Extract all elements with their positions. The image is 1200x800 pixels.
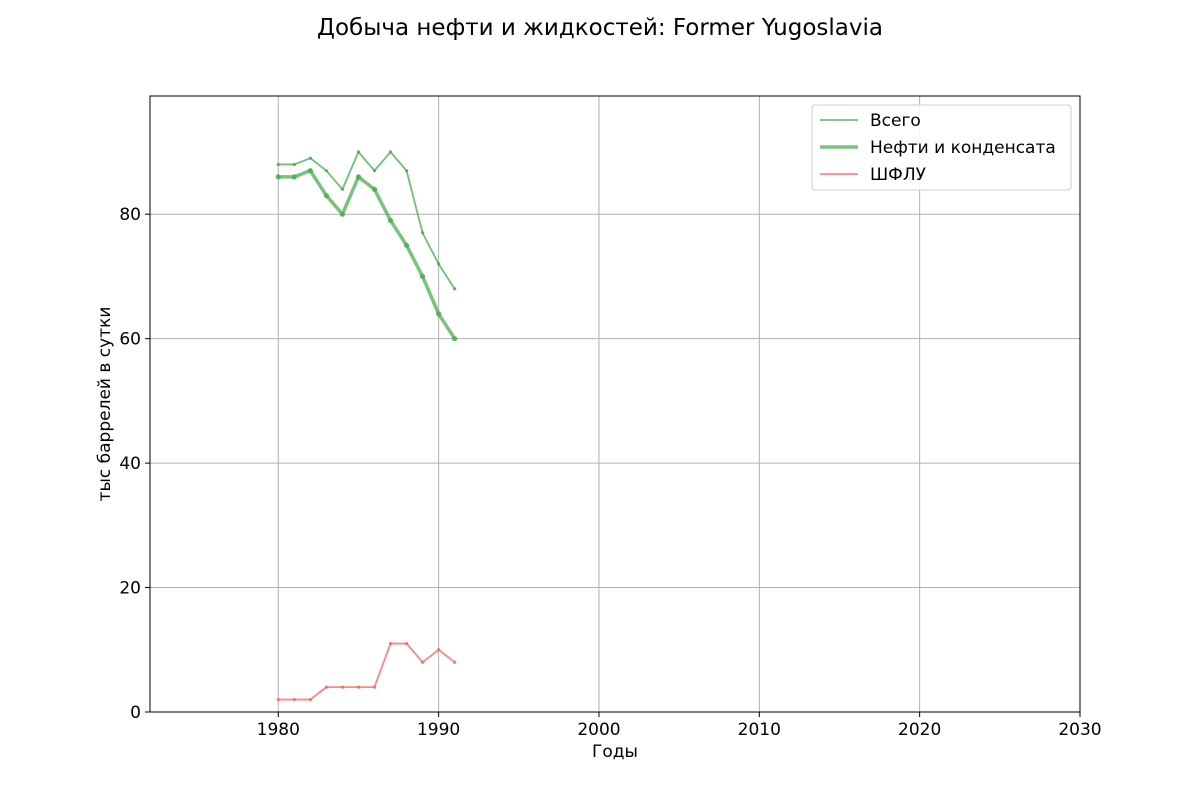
data-point [307,168,313,174]
legend-frame [811,104,1072,191]
data-point [355,174,362,180]
data-point [275,174,281,180]
data-point [356,685,361,689]
y-tick-label: 80 [119,205,141,225]
series-1 [276,150,457,291]
data-point [453,287,457,291]
data-point [339,211,346,217]
series-line [278,642,456,701]
legend-entry: Нефти и конденсата [870,138,1056,158]
data-point [388,641,393,646]
data-point [371,186,378,192]
data-point [420,231,425,235]
data-point [324,685,328,689]
x-tick-label: 1980 [257,720,300,740]
y-tick-label: 20 [119,579,141,599]
y-tick-label: 40 [119,454,141,474]
data-point [356,150,361,154]
data-point [404,169,409,173]
data-point [387,217,394,224]
data-point [436,311,442,317]
x-tick-label: 2020 [898,720,941,740]
data-point [276,697,280,702]
data-point [403,242,410,248]
chart-title: Добыча нефти и жидкостей: Former Yugosla… [317,15,883,41]
data-point [308,156,312,160]
y-axis-label: тыс баррелей в сутки [95,307,115,502]
data-point [419,273,426,280]
data-point [324,169,328,173]
y-tick-label: 60 [119,330,141,350]
series-2 [275,168,458,342]
series-line [278,168,457,340]
data-point [308,697,312,702]
data-point [420,660,425,664]
series-line [278,151,456,290]
data-point [292,162,296,167]
x-axis-label: Годы [592,742,638,762]
series-3 [276,641,457,702]
x-axis: 1980 1990 2000 2010 2020 2030 [257,712,1102,740]
data-point [404,641,409,646]
x-tick-label: 2010 [738,720,781,740]
data-point [323,192,329,199]
series-group [275,150,458,702]
data-point [437,262,441,266]
x-tick-label: 1990 [417,720,460,740]
data-point [340,187,345,191]
data-point [276,162,280,167]
x-tick-label: 2000 [577,720,620,740]
data-point [388,150,393,154]
data-point [372,169,377,173]
data-point [437,648,441,652]
legend-entry: Всего [870,111,921,131]
data-point [292,697,296,702]
plot-area [149,95,1081,713]
legend: Всего Нефти и конденсата ШФЛУ [811,104,1072,191]
x-tick-label: 2030 [1058,720,1101,740]
data-point [372,685,377,689]
data-point [291,174,297,180]
data-point [340,685,345,689]
y-axis: 0 20 40 60 80 [119,205,150,723]
legend-entry: ШФЛУ [870,165,927,185]
data-point [452,336,458,342]
y-tick-label: 0 [130,703,141,723]
data-point [453,660,457,664]
